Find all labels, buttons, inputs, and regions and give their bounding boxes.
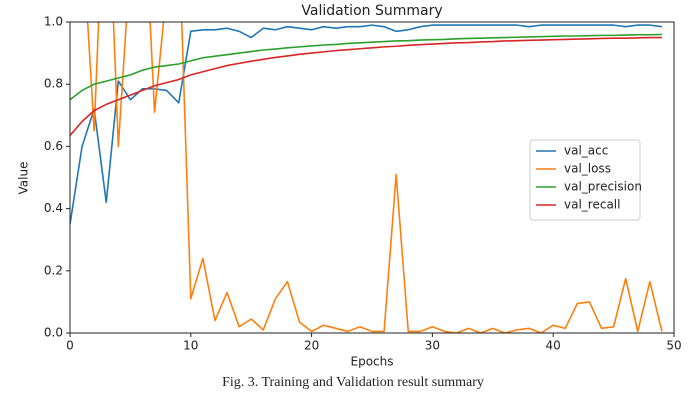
y-axis-label: Value [17,162,31,195]
x-tick-label: 10 [183,339,198,353]
y-tick-label: 0.0 [44,326,63,340]
legend: val_acc val_loss val_precision val_recall [529,139,642,221]
x-tick-label: 30 [425,339,440,353]
legend-label: val_acc [564,144,608,158]
series-line [70,33,662,101]
x-tick-label: 0 [66,339,74,353]
y-tick-label: 1.0 [44,15,63,29]
y-tick-label: 0.4 [44,201,63,215]
legend-label: val_recall [564,198,620,212]
y-tick-label: 0.8 [44,77,63,91]
legend-label: val_precision [564,180,642,194]
x-axis-label: Epochs [351,355,394,369]
legend-box [529,139,641,221]
plot-area [70,22,663,333]
series-line [70,24,663,225]
x-tick-label: 20 [304,339,319,353]
series-line [86,22,663,333]
y-tick-label: 0.6 [44,139,63,153]
x-tick-label: 50 [666,339,681,353]
series-line [70,36,662,137]
axes-frame [69,21,675,334]
x-tick-label: 40 [546,339,561,353]
legend-label: val_loss [564,162,611,176]
figure-caption: Fig. 3. Training and Validation result s… [222,375,484,390]
y-tick-label: 0.2 [44,263,63,277]
chart-title: Validation Summary [301,3,442,19]
